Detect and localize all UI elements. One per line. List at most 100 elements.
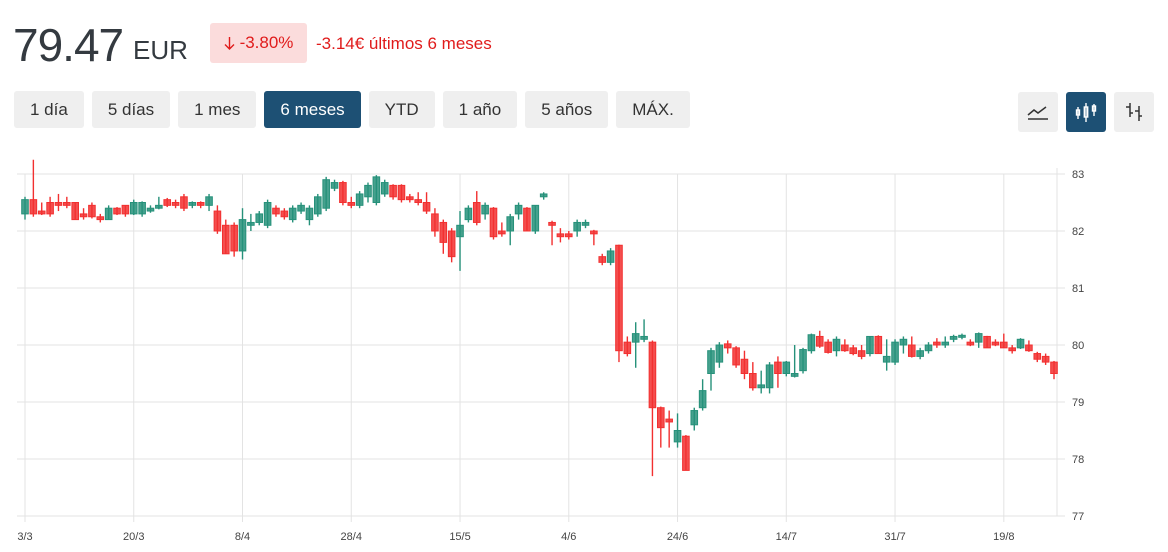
candle-body xyxy=(464,207,473,221)
candle-113 xyxy=(966,339,975,347)
range-tab-2[interactable]: 1 mes xyxy=(178,91,257,128)
x-tick-label: 31/7 xyxy=(884,531,905,543)
candle-116 xyxy=(991,339,1000,347)
candle-body xyxy=(615,244,623,352)
candle-121 xyxy=(1033,351,1042,363)
candle-89 xyxy=(765,362,774,394)
candle-body xyxy=(104,207,113,221)
candle-48 xyxy=(422,192,431,214)
candle-45 xyxy=(397,184,406,203)
candle-body xyxy=(255,213,264,223)
x-tick-label: 8/4 xyxy=(235,531,250,543)
candle-body xyxy=(548,221,556,226)
candle-96 xyxy=(824,339,832,354)
candle-44 xyxy=(389,184,397,200)
candle-94 xyxy=(807,333,816,354)
candle-body xyxy=(815,335,824,347)
candlestick-button[interactable] xyxy=(1066,92,1106,132)
range-tab-1[interactable]: 5 días xyxy=(91,91,171,128)
candle-body xyxy=(824,341,832,353)
candle-body xyxy=(723,343,732,349)
candle-body xyxy=(188,202,197,206)
x-tick-label: 15/5 xyxy=(449,531,470,543)
candle-19 xyxy=(180,193,188,212)
candle-52 xyxy=(456,211,464,271)
candle-body xyxy=(866,335,874,355)
candle-30 xyxy=(272,205,280,217)
candle-body xyxy=(339,182,347,204)
candle-body xyxy=(389,184,397,198)
candle-95 xyxy=(815,330,824,348)
candle-body xyxy=(774,361,782,375)
candle-102 xyxy=(874,335,883,355)
candle-body xyxy=(849,347,858,355)
candle-body xyxy=(330,182,339,189)
candle-body xyxy=(439,221,448,243)
candle-17 xyxy=(163,197,172,208)
candle-55 xyxy=(481,202,489,220)
candle-58 xyxy=(506,213,515,246)
candle-body xyxy=(180,196,188,209)
range-tab-3[interactable]: 6 meses xyxy=(264,91,361,128)
range-tab-4[interactable]: YTD xyxy=(368,91,435,128)
candle-body xyxy=(54,202,63,206)
candle-body xyxy=(539,193,548,198)
candle-body xyxy=(221,224,230,255)
candle-54 xyxy=(472,191,481,226)
candle-body xyxy=(272,207,280,215)
candle-body xyxy=(297,204,305,212)
candle-117 xyxy=(1000,333,1008,349)
candle-47 xyxy=(414,192,422,206)
candle-66 xyxy=(573,219,581,237)
candle-body xyxy=(857,350,866,357)
candle-body xyxy=(146,207,155,212)
range-tab-6[interactable]: 5 años xyxy=(525,91,609,128)
candle-body xyxy=(372,176,381,204)
y-tick-label: 81 xyxy=(1072,283,1084,295)
candle-body xyxy=(581,221,590,226)
candle-body xyxy=(71,202,79,221)
candle-body xyxy=(573,221,581,232)
ohlc-bars-button[interactable] xyxy=(1114,92,1154,132)
candle-body xyxy=(422,202,431,212)
candle-body xyxy=(707,350,715,375)
candle-53 xyxy=(464,205,473,223)
candle-body xyxy=(966,341,975,346)
range-tab-5[interactable]: 1 año xyxy=(442,91,518,128)
candle-114 xyxy=(974,332,983,348)
candle-14 xyxy=(138,201,146,217)
candle-13 xyxy=(129,199,138,216)
candle-118 xyxy=(1008,345,1016,354)
candle-72 xyxy=(623,336,632,357)
ohlc-bars-icon xyxy=(1126,103,1142,121)
candlestick-icon xyxy=(1075,103,1097,122)
candle-body xyxy=(564,233,573,238)
candle-body xyxy=(481,204,489,215)
candle-body xyxy=(556,233,565,238)
currency-label: EUR xyxy=(133,35,188,65)
candle-body xyxy=(138,202,146,215)
candle-34 xyxy=(305,205,314,226)
candle-119 xyxy=(1016,338,1025,349)
candle-body xyxy=(698,390,707,409)
candle-body xyxy=(1033,353,1042,360)
x-tick-label: 3/3 xyxy=(17,531,32,543)
candle-body xyxy=(924,344,933,352)
range-tabs: 1 día 5 días 1 mes 6 meses YTD 1 año 5 años MÁX… xyxy=(14,91,690,128)
candle-122 xyxy=(1041,353,1050,365)
candle-body xyxy=(322,179,330,209)
candle-body xyxy=(305,207,314,221)
line-chart-button[interactable] xyxy=(1018,92,1058,132)
candle-104 xyxy=(891,339,899,365)
candle-body xyxy=(749,373,757,389)
candle-76 xyxy=(657,406,665,448)
candle-body xyxy=(782,361,791,375)
candle-body xyxy=(832,338,841,352)
candle-body xyxy=(280,210,289,218)
candle-0 xyxy=(21,196,29,220)
candle-body xyxy=(631,333,640,343)
candle-body xyxy=(1050,361,1058,375)
range-tab-0[interactable]: 1 día xyxy=(14,91,84,128)
range-tab-7[interactable]: MÁX. xyxy=(616,91,690,128)
